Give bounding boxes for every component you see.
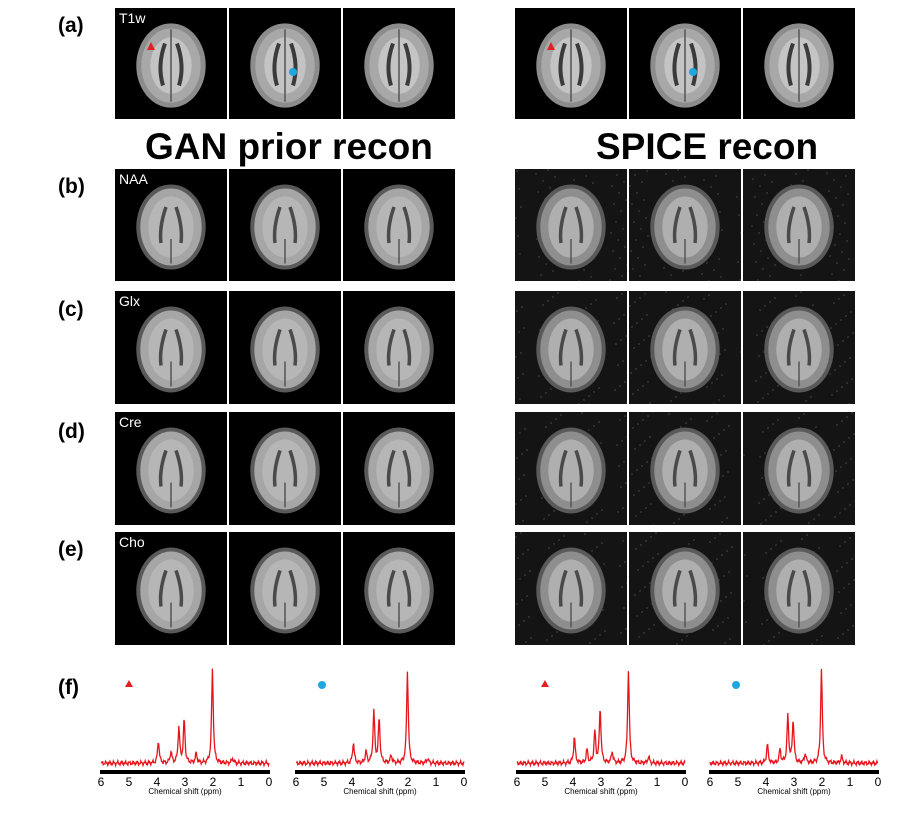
t1w-image-gan-3: [343, 8, 455, 119]
spectrum-line: [100, 668, 270, 769]
x-tick-label: 3: [598, 775, 605, 789]
t1w-image-spice-2: [629, 8, 741, 119]
x-tick-label: 5: [735, 775, 742, 789]
x-axis: [295, 770, 465, 774]
panel-label-f: (f): [58, 676, 79, 699]
row-label-cho: Cho: [119, 534, 145, 550]
x-tick-label: 6: [514, 775, 521, 789]
spectrum-marker-circle: [318, 681, 326, 689]
t1w-image-spice-3: [743, 8, 855, 119]
voxel-marker-triangle: [547, 42, 555, 50]
naa-image-spice-3: [743, 169, 855, 281]
spectrum-marker-triangle: [125, 680, 133, 687]
voxel-marker-triangle: [147, 42, 155, 50]
x-axis: [516, 770, 686, 774]
voxel-marker-circle: [689, 68, 697, 76]
cre-image-gan-3: [343, 412, 455, 525]
x-tick-label: 5: [321, 775, 328, 789]
x-tick-label: 5: [126, 775, 133, 789]
x-tick-label: 5: [542, 775, 549, 789]
spectrum-line: [295, 671, 465, 768]
spectrum-spice-circle: 6 5 4 3 2 1 0 Chemical shift (ppm): [704, 660, 884, 800]
x-tick-label: 1: [847, 775, 854, 789]
cre-image-spice-2: [629, 412, 741, 525]
cho-image-gan-1: Cho: [115, 532, 227, 645]
panel-label-b: (b): [58, 175, 85, 198]
x-tick-label: 4: [349, 775, 356, 789]
t1w-image-gan-2: [229, 8, 341, 119]
glx-image-spice-2: [629, 291, 741, 404]
voxel-marker-circle: [289, 68, 297, 76]
cho-image-spice-3: [743, 532, 855, 645]
cho-image-gan-2: [229, 532, 341, 645]
spectrum-marker-circle: [732, 681, 740, 689]
spectrum-marker-triangle: [541, 680, 549, 687]
cho-image-spice-2: [629, 532, 741, 645]
t1w-image-spice-1: [515, 8, 627, 119]
naa-image-gan-2: [229, 169, 341, 281]
x-tick-label: 3: [182, 775, 189, 789]
x-tick-label: 6: [98, 775, 105, 789]
x-tick-label: 1: [433, 775, 440, 789]
spectrum-gan-circle: 6 5 4 3 2 1 0 Chemical shift (ppm): [290, 660, 470, 800]
x-tick-label: 3: [377, 775, 384, 789]
heading-spice-recon: SPICE recon: [596, 126, 819, 167]
spectrum-spice-triangle: 6 5 4 3 2 1 0 Chemical shift (ppm): [511, 660, 691, 800]
glx-image-gan-1: Glx: [115, 291, 227, 404]
x-tick-label: 6: [293, 775, 300, 789]
naa-image-spice-2: [629, 169, 741, 281]
naa-image-gan-3: [343, 169, 455, 281]
row-label-cre: Cre: [119, 414, 142, 430]
x-tick-label: 1: [654, 775, 661, 789]
x-tick-label: 4: [570, 775, 577, 789]
x-tick-label: 6: [707, 775, 714, 789]
panel-label-c: (c): [58, 298, 84, 321]
cre-image-spice-3: [743, 412, 855, 525]
x-axis-label: Chemical shift (ppm): [148, 787, 222, 796]
x-axis: [709, 770, 879, 774]
row-label-t1w: T1w: [119, 10, 146, 26]
x-tick-label: 2: [210, 775, 217, 789]
cre-image-spice-1: [515, 412, 627, 525]
x-tick-label: 0: [461, 775, 468, 789]
x-tick-label: 2: [819, 775, 826, 789]
cho-image-spice-1: [515, 532, 627, 645]
x-tick-label: 2: [626, 775, 633, 789]
x-axis-label: Chemical shift (ppm): [564, 787, 638, 796]
x-axis: [100, 770, 270, 774]
naa-image-spice-1: [515, 169, 627, 281]
x-tick-label: 0: [266, 775, 273, 789]
row-label-naa: NAA: [119, 171, 148, 187]
spectrum-line: [709, 668, 879, 768]
heading-gan-prior-recon: GAN prior recon: [145, 126, 433, 167]
x-tick-label: 3: [791, 775, 798, 789]
x-axis-label: Chemical shift (ppm): [757, 787, 831, 796]
panel-label-e: (e): [58, 538, 84, 561]
panel-label-d: (d): [58, 420, 85, 443]
spectrum-gan-triangle: 6 5 4 3 2 1 0 Chemical shift (ppm): [95, 660, 275, 800]
glx-image-spice-3: [743, 291, 855, 404]
x-axis-label: Chemical shift (ppm): [343, 787, 417, 796]
panel-label-a: (a): [58, 14, 84, 37]
cho-image-gan-3: [343, 532, 455, 645]
x-tick-label: 0: [682, 775, 689, 789]
glx-image-gan-2: [229, 291, 341, 404]
cre-image-gan-2: [229, 412, 341, 525]
glx-image-spice-1: [515, 291, 627, 404]
naa-image-gan-1: NAA: [115, 169, 227, 281]
cre-image-gan-1: Cre: [115, 412, 227, 525]
x-tick-label: 4: [763, 775, 770, 789]
x-tick-label: 0: [875, 775, 882, 789]
row-label-glx: Glx: [119, 293, 140, 309]
x-tick-label: 1: [238, 775, 245, 789]
spectrum-line: [516, 671, 686, 768]
t1w-image-gan-1: T1w: [115, 8, 227, 119]
glx-image-gan-3: [343, 291, 455, 404]
x-tick-label: 4: [154, 775, 161, 789]
x-tick-label: 2: [405, 775, 412, 789]
